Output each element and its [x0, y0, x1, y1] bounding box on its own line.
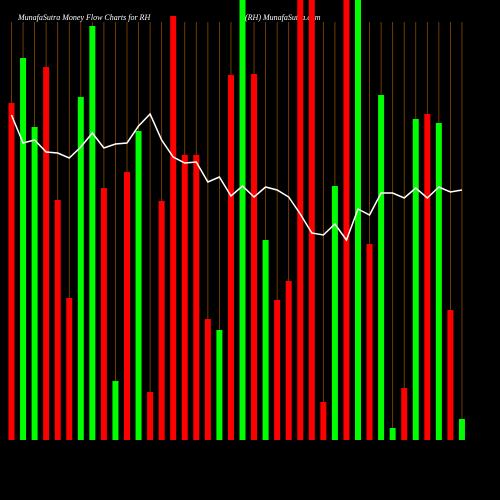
bar — [193, 155, 200, 440]
bar — [331, 186, 338, 440]
bar — [77, 97, 84, 440]
bar — [135, 131, 142, 440]
bar — [54, 200, 61, 440]
bar — [447, 310, 454, 440]
bar — [285, 281, 292, 440]
bar — [158, 201, 165, 440]
bar — [100, 188, 107, 440]
bar — [251, 74, 258, 440]
bar — [355, 0, 361, 440]
bar — [401, 388, 408, 440]
bar — [66, 298, 73, 440]
bar — [204, 319, 211, 440]
bar — [181, 155, 188, 440]
bar — [412, 119, 419, 440]
bar — [31, 127, 38, 440]
bar — [216, 330, 223, 440]
bar — [112, 381, 119, 440]
chart-title: MunafaSutra Money Flow Charts for RH — [17, 13, 151, 22]
bar — [274, 300, 281, 440]
bar — [147, 392, 154, 440]
bar — [89, 26, 96, 440]
flow-line — [10, 112, 463, 242]
bar — [435, 123, 442, 440]
chart-subtitle: (RH) MunafaSutra.com — [245, 13, 321, 22]
bar — [170, 16, 177, 440]
bar — [239, 0, 246, 440]
bar — [389, 428, 396, 440]
bar — [8, 103, 15, 440]
bar — [458, 419, 465, 440]
bar — [378, 95, 385, 440]
bar — [297, 0, 304, 440]
bar — [343, 0, 350, 440]
bar — [262, 240, 269, 440]
bar — [43, 67, 50, 440]
bar — [308, 0, 315, 440]
bar — [320, 402, 327, 440]
bar — [424, 114, 431, 440]
bar — [124, 172, 130, 440]
bar — [20, 58, 27, 440]
bar — [366, 244, 373, 440]
bar — [227, 75, 234, 440]
